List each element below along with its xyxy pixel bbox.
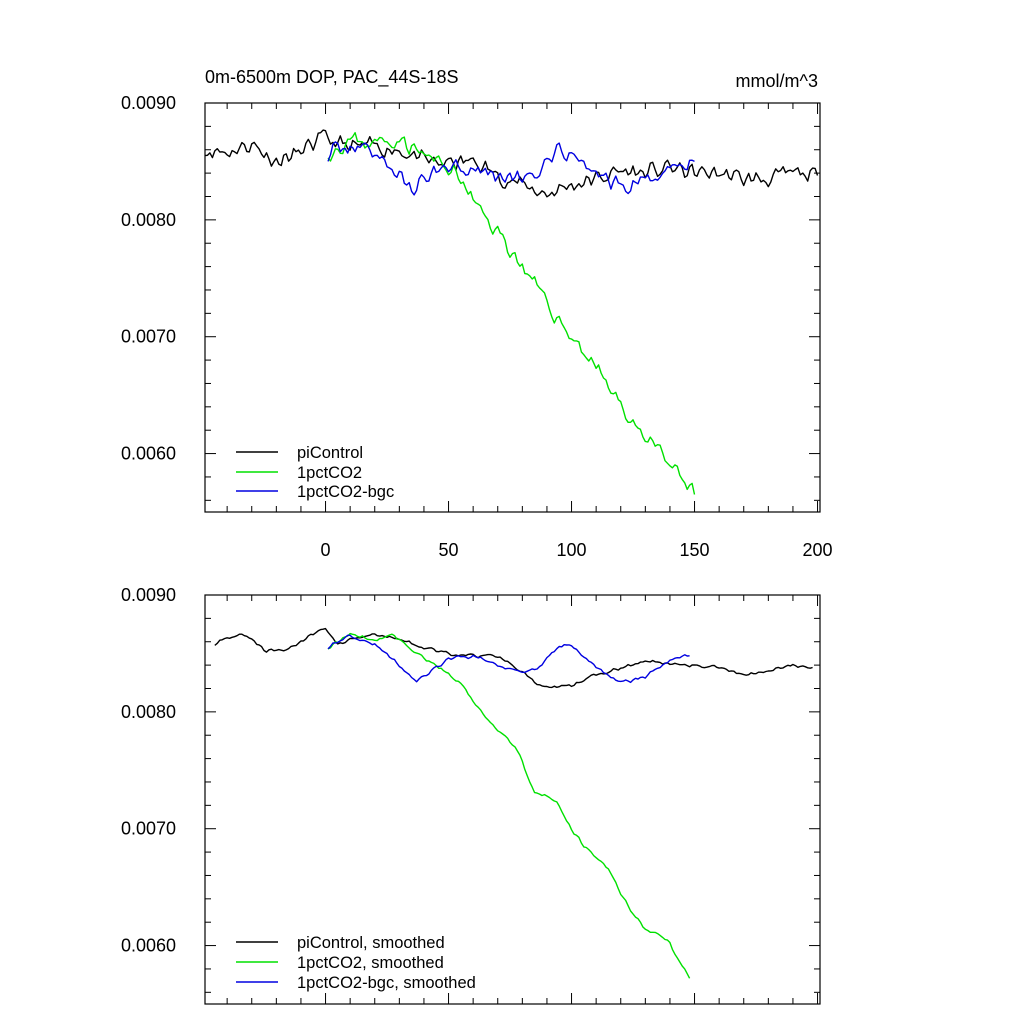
y-tick-label: 0.0060 — [121, 936, 176, 956]
x-tick-label: 100 — [557, 540, 587, 560]
series-line-1pctco2-bgc-smoothed — [327, 634, 690, 684]
series-line-1pctco2 — [327, 132, 696, 495]
y-tick-label: 0.0080 — [121, 702, 176, 722]
panel-top-series — [204, 129, 819, 495]
panel-top-units: mmol/m^3 — [736, 71, 818, 91]
panel-bottom-y-tick-labels: 0.0090 0.0080 0.0070 0.0060 — [121, 585, 176, 956]
series-line-1pctco2-smoothed — [327, 632, 691, 979]
panel-bottom-frame — [204, 594, 821, 1005]
x-tick-label: 0 — [321, 540, 331, 560]
series-line-picontrol — [204, 129, 819, 198]
y-tick-label: 0.0070 — [121, 327, 176, 347]
y-tick-label: 0.0070 — [121, 819, 176, 839]
panel-top-y-tick-labels: 0.0090 0.0080 0.0070 0.0060 — [121, 93, 176, 464]
y-tick-label: 0.0060 — [121, 444, 176, 464]
panel-bottom-series — [214, 627, 813, 979]
legend-label: piControl, smoothed — [297, 934, 445, 952]
panel-bottom: 0.0090 0.0080 0.0070 0.0060 piControl, smoo… — [121, 585, 821, 1005]
panel-top-title: 0m-6500m DOP, PAC_44S-18S — [205, 67, 458, 88]
panel-bottom-legend: piControl, smoothed 1pctCO2, smoothed 1pct… — [236, 934, 476, 992]
legend-label: 1pctCO2-bgc — [297, 483, 394, 501]
panel-top: 0m-6500m DOP, PAC_44S-18S mmol/m^3 0.009… — [121, 67, 833, 560]
x-tick-label: 150 — [680, 540, 710, 560]
panel-top-ticks — [205, 102, 820, 512]
y-tick-label: 0.0090 — [121, 585, 176, 605]
panel-top-x-tick-labels: 0 50 100 150 200 — [321, 540, 833, 560]
y-tick-label: 0.0080 — [121, 210, 176, 230]
legend-label: piControl — [297, 444, 363, 462]
series-line-1pctco2-bgc — [327, 141, 695, 196]
legend-label: 1pctCO2-bgc, smoothed — [297, 974, 476, 992]
panel-top-frame — [204, 102, 821, 513]
panel-bottom-ticks — [205, 594, 820, 1004]
y-tick-label: 0.0090 — [121, 93, 176, 113]
legend-label: 1pctCO2, smoothed — [297, 954, 444, 972]
series-line-picontrol-smoothed — [214, 627, 813, 689]
x-tick-label: 50 — [439, 540, 459, 560]
x-tick-label: 200 — [803, 540, 833, 560]
legend-label: 1pctCO2 — [297, 464, 362, 482]
